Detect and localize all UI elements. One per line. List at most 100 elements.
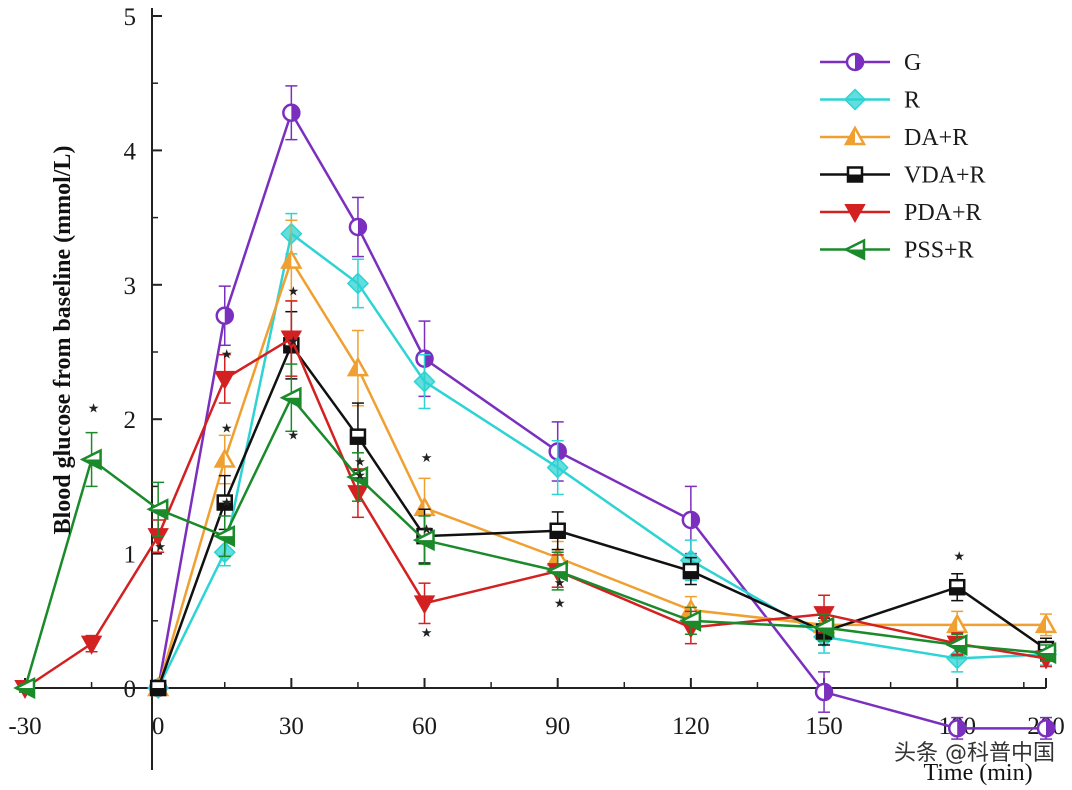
legend-entry: DA+R bbox=[820, 125, 968, 151]
legend-label: G bbox=[904, 50, 921, 76]
series-vda-r bbox=[149, 310, 1055, 697]
x-tick-label: 150 bbox=[805, 713, 843, 740]
x-tick-label: -30 bbox=[8, 713, 41, 740]
data-point-fill bbox=[16, 688, 34, 697]
significance-star: ★ bbox=[221, 496, 233, 511]
data-point-fill bbox=[957, 720, 966, 737]
x-axis-label: Time (min) bbox=[923, 760, 1032, 786]
data-point bbox=[546, 456, 569, 479]
legend-entry: VDA+R bbox=[820, 163, 986, 189]
significance-star: ★ bbox=[288, 334, 300, 349]
legend-entry: PSS+R bbox=[820, 238, 974, 264]
x-tick-label: 30 bbox=[279, 713, 304, 740]
significance-star: ★ bbox=[554, 576, 566, 591]
x-tick-label: 0 bbox=[152, 713, 165, 740]
series-line bbox=[24, 336, 1047, 690]
significance-star: ★ bbox=[354, 455, 366, 470]
watermark: 头条 @科普中国 bbox=[894, 741, 1055, 766]
legend-label: PSS+R bbox=[904, 238, 974, 264]
significance-star: ★ bbox=[421, 522, 433, 537]
significance-star: ★ bbox=[421, 451, 433, 466]
y-axis-label: Blood glucose from baseline (mmol/L) bbox=[50, 146, 76, 535]
data-point-fill bbox=[151, 688, 166, 695]
y-tick-label: 0 bbox=[124, 676, 137, 703]
significance-star: ★ bbox=[421, 626, 433, 641]
data-point-fill bbox=[415, 498, 425, 515]
legend-label: PDA+R bbox=[904, 200, 982, 226]
series-da-r bbox=[147, 219, 1058, 697]
significance-star: ★ bbox=[288, 285, 300, 300]
x-tick-label: 120 bbox=[672, 713, 710, 740]
data-point-fill bbox=[217, 502, 232, 510]
series-pss-r bbox=[13, 363, 1057, 700]
data-point bbox=[946, 647, 969, 670]
data-point-fill bbox=[357, 219, 366, 236]
significance-star: ★ bbox=[221, 422, 233, 437]
data-point-fill bbox=[215, 450, 225, 467]
data-point-fill bbox=[282, 251, 292, 268]
series-line bbox=[23, 395, 1047, 689]
legend-marker-fill bbox=[846, 128, 855, 144]
series-line bbox=[157, 231, 1047, 689]
data-point bbox=[214, 370, 236, 390]
data-point-fill bbox=[348, 476, 367, 486]
data-point-fill bbox=[291, 104, 300, 121]
data-point-fill bbox=[348, 359, 358, 376]
data-point-fill bbox=[415, 540, 434, 550]
data-point-fill bbox=[282, 397, 301, 407]
data-point bbox=[346, 272, 369, 295]
significance-star: ★ bbox=[88, 401, 100, 416]
legend: GR DA+R VDA+R PDA+R PSS+R bbox=[820, 50, 986, 264]
y-tick-label: 4 bbox=[124, 138, 137, 165]
data-point-fill bbox=[1037, 615, 1046, 632]
data-point-fill bbox=[550, 530, 565, 538]
data-point-fill bbox=[950, 587, 965, 595]
series-layer bbox=[13, 85, 1058, 740]
legend-marker bbox=[844, 204, 866, 224]
y-tick-label: 2 bbox=[124, 407, 137, 434]
legend-marker bbox=[843, 88, 867, 111]
data-point-fill bbox=[557, 443, 566, 460]
data-point-fill bbox=[149, 509, 168, 519]
legend-marker-fill bbox=[846, 249, 864, 259]
legend-label: DA+R bbox=[904, 125, 968, 151]
legend-entry: PDA+R bbox=[820, 200, 982, 226]
series-line bbox=[156, 342, 1047, 689]
significance-star: ★ bbox=[221, 348, 233, 363]
significance-star: ★ bbox=[288, 428, 300, 443]
significance-star: ★ bbox=[554, 596, 566, 611]
data-point-fill bbox=[681, 601, 691, 618]
data-point bbox=[280, 330, 303, 350]
y-tick-label: 1 bbox=[124, 542, 137, 569]
x-tick-label: 90 bbox=[545, 713, 570, 740]
legend-label: VDA+R bbox=[904, 163, 986, 189]
data-point-fill bbox=[824, 684, 833, 701]
data-point bbox=[413, 595, 436, 615]
x-tick-label: 60 bbox=[412, 713, 437, 740]
y-tick-label: 5 bbox=[124, 4, 137, 31]
data-point-fill bbox=[350, 436, 365, 444]
series-line bbox=[156, 109, 1046, 730]
data-point-fill bbox=[690, 512, 699, 528]
significance-markers: ★★★★★★★★★★★★★★★★ bbox=[88, 285, 965, 641]
data-point-fill bbox=[224, 307, 233, 324]
significance-star: ★ bbox=[354, 469, 366, 484]
data-point bbox=[80, 635, 103, 655]
data-point-fill bbox=[681, 620, 700, 630]
y-tick-label: 3 bbox=[124, 273, 137, 300]
legend-marker-fill bbox=[848, 174, 862, 182]
data-point-fill bbox=[215, 536, 234, 546]
significance-star: ★ bbox=[154, 540, 166, 555]
data-point-fill bbox=[1037, 653, 1055, 663]
legend-label: R bbox=[904, 88, 920, 114]
data-point-fill bbox=[683, 571, 698, 579]
legend-entry: R bbox=[820, 88, 920, 114]
significance-star: ★ bbox=[953, 549, 965, 564]
legend-entry: G bbox=[820, 50, 921, 76]
data-point-fill bbox=[82, 459, 101, 469]
data-point-fill bbox=[548, 571, 567, 581]
data-point-fill bbox=[1046, 720, 1054, 737]
data-point bbox=[413, 370, 436, 393]
